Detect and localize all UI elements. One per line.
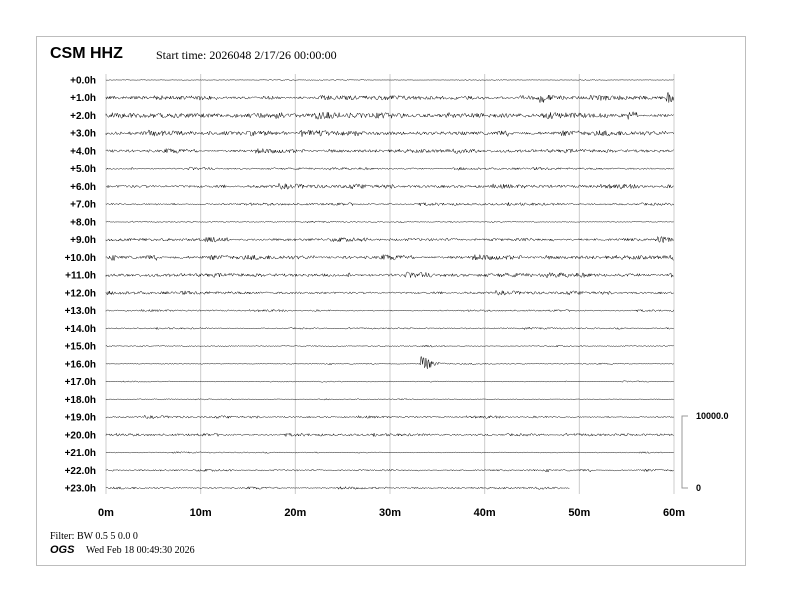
row-label: +17.0h: [65, 377, 96, 388]
trace-row: [105, 380, 674, 383]
generated-time: Wed Feb 18 00:49:30 2026: [86, 545, 195, 556]
row-label: +15.0h: [65, 342, 96, 353]
x-tick-label: 50m: [568, 507, 590, 519]
trace-row: [105, 254, 674, 262]
amplitude-scale-bar: [681, 415, 688, 489]
x-tick-label: 30m: [379, 507, 401, 519]
row-label: +11.0h: [65, 271, 96, 282]
row-label: +2.0h: [70, 111, 96, 122]
trace-row: [105, 308, 674, 313]
x-tick-label: 20m: [284, 507, 306, 519]
row-label: +1.0h: [70, 93, 96, 104]
row-label: +21.0h: [65, 448, 96, 459]
row-label: +14.0h: [65, 324, 96, 335]
trace-row: [105, 201, 674, 207]
x-tick-label: 60m: [663, 507, 685, 519]
row-label: +22.0h: [65, 466, 96, 477]
station-title: CSM HHZ: [50, 45, 123, 62]
trace-row: [105, 344, 674, 348]
trace-row: [105, 79, 674, 81]
row-label: +13.0h: [65, 306, 96, 317]
row-label: +4.0h: [70, 146, 96, 157]
trace-row: [105, 110, 674, 120]
row-label: +8.0h: [70, 217, 96, 228]
trace-row: [105, 220, 674, 224]
row-label: +6.0h: [70, 182, 96, 193]
trace-row: [105, 432, 674, 438]
row-label: +0.0h: [70, 76, 96, 87]
scale-bottom-label: 0: [696, 483, 701, 493]
trace-row: [105, 451, 674, 455]
start-time: Start time: 2026048 2/17/26 00:00:00: [156, 48, 337, 62]
row-label: +7.0h: [70, 200, 96, 211]
trace-row: [105, 235, 674, 243]
trace-row: [105, 91, 674, 103]
trace-row: [105, 485, 570, 490]
filter-info: Filter: BW 0.5 5 0.0 0: [50, 531, 138, 542]
trace-row: [105, 271, 674, 279]
trace-row: [105, 398, 674, 401]
row-label: +3.0h: [70, 129, 96, 140]
trace-row: [105, 326, 674, 331]
trace-row: [105, 182, 674, 190]
x-tick-label: 10m: [190, 507, 212, 519]
row-label: +12.0h: [65, 288, 96, 299]
trace-row: [105, 129, 674, 138]
row-label: +23.0h: [65, 484, 96, 495]
trace-row: [105, 148, 674, 154]
row-label: +10.0h: [65, 253, 96, 264]
x-tick-label: 0m: [98, 507, 114, 519]
trace-row: [105, 356, 674, 369]
x-tick-label: 40m: [474, 507, 496, 519]
plot-frame: [36, 36, 746, 566]
row-label: +20.0h: [65, 430, 96, 441]
trace-row: [105, 414, 674, 420]
trace-row: [105, 468, 674, 473]
row-label: +16.0h: [65, 359, 96, 370]
scale-top-label: 10000.0: [696, 411, 729, 421]
trace-row: [105, 290, 674, 296]
row-label: +19.0h: [65, 413, 96, 424]
row-label: +18.0h: [65, 395, 96, 406]
agency-label: OGS: [50, 544, 75, 556]
row-label: +9.0h: [70, 235, 96, 246]
row-label: +5.0h: [70, 164, 96, 175]
trace-row: [105, 166, 674, 171]
